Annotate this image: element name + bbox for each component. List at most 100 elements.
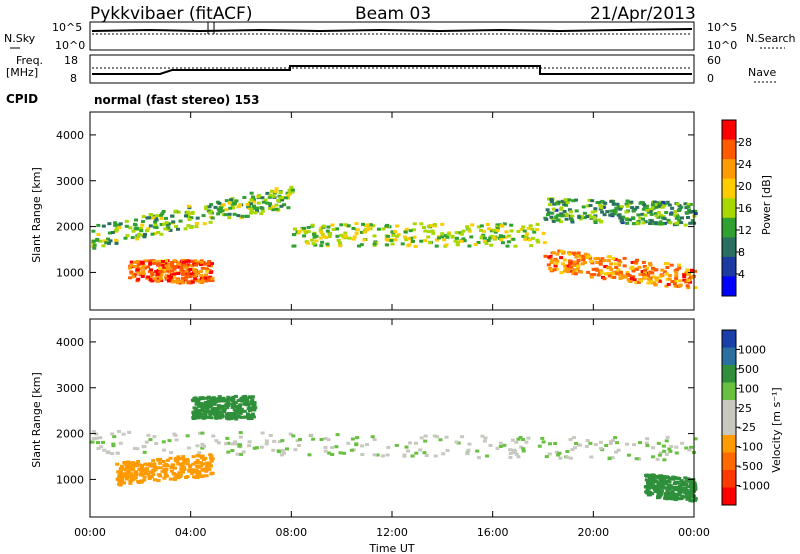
power-scatter-cell [207, 269, 212, 273]
power-scatter-cell [440, 235, 445, 239]
velocity-scatter-cell [651, 483, 655, 487]
power-scatter-cell [654, 277, 659, 281]
power-scatter-cell [326, 225, 331, 229]
power-scatter-cell [129, 270, 134, 274]
power-scatter-cell [186, 263, 191, 267]
power-scatter-cell [179, 280, 183, 284]
velocity-scatter-cell [385, 453, 390, 457]
velocity-scatter-cell [185, 462, 190, 466]
power-scatter-cell [384, 237, 389, 241]
power-scatter-cell [462, 239, 467, 243]
velocity-scatter-cell [540, 436, 545, 440]
power-scatter-cell [625, 218, 630, 222]
power-scatter-cell [630, 261, 635, 264]
power-scatter-cell [581, 254, 586, 258]
velocity-scatter-cell [435, 435, 440, 439]
power-scatter-cell [161, 270, 166, 274]
power-scatter-cell [145, 216, 150, 220]
velocity-scatter-cell [227, 415, 232, 419]
power-scatter-cell [248, 202, 253, 206]
power-scatter-cell [159, 279, 164, 283]
power-scatter-cell [622, 256, 627, 260]
velocity-scatter-cell [678, 484, 683, 488]
power-scatter-cell [598, 203, 603, 207]
velocity-scatter-cell [200, 431, 205, 435]
power-scatter-cell [667, 277, 672, 281]
velocity-scatter-cell [554, 450, 559, 454]
power-scatter-cell [459, 232, 464, 236]
power-scatter-cell [164, 259, 169, 263]
power-scatter-cell [208, 271, 213, 274]
power-scatter-cell [254, 206, 259, 210]
velocity-scatter-cell [683, 487, 688, 491]
power-scatter-cell [260, 209, 265, 213]
velocity-scatter-cell [245, 415, 250, 419]
power-scatter-cell [106, 237, 110, 241]
power-scatter-cell [412, 235, 417, 239]
power-scatter-cell [162, 222, 167, 226]
velocity-scatter-cell [229, 412, 234, 415]
velocity-scatter-cell [665, 475, 669, 479]
velocity-scatter-cell [195, 453, 200, 457]
power-scatter-cell [156, 260, 161, 264]
velocity-scatter-cell [238, 435, 243, 439]
velocity-scatter-cell [234, 442, 239, 446]
velocity-scatter-cell [360, 453, 365, 456]
velocity-scatter-cell [689, 445, 694, 449]
power-scatter-cell [606, 266, 611, 270]
velocity-scatter-cell [680, 441, 685, 445]
velocity-scatter-cell [488, 444, 493, 447]
velocity-scatter-cell [650, 485, 654, 489]
velocity-scatter-cell [230, 397, 235, 401]
velocity-scatter-cell [585, 439, 590, 442]
power-scatter-cell [476, 241, 481, 244]
power-scatter-cell [290, 188, 295, 192]
power-scatter-cell [159, 270, 164, 274]
power-scatter-cell [153, 220, 158, 224]
time-x-axis: 00:00 04:00 08:00 12:00 16:00 20:00 00:00 [74, 112, 710, 539]
power-scatter-cell [643, 268, 648, 272]
power-scatter-cell [400, 242, 405, 246]
velocity-scatter-cell [144, 440, 149, 444]
power-scatter-cell [605, 210, 610, 214]
power-scatter-cell [117, 226, 122, 230]
velocity-scatter-cell [589, 455, 594, 459]
power-scatter-cell [203, 262, 207, 266]
power-colorbar-segment [722, 256, 736, 277]
power-scatter-cell [148, 261, 153, 265]
cpid-label: CPID [6, 92, 38, 106]
velocity-scatter-cell [655, 457, 660, 461]
power-scatter-cell [653, 221, 658, 225]
power-scatter-cell [588, 256, 593, 260]
power-scatter-cell [178, 219, 183, 223]
power-scatter-cell [166, 226, 171, 230]
velocity-scatter-cell [181, 457, 185, 460]
power-scatter-cell [102, 239, 107, 243]
power-scatter-cell [684, 280, 689, 284]
velocity-scatter-cell [558, 456, 563, 460]
velocity-scatter-cell [131, 474, 135, 478]
velocity-scatter-cell [136, 481, 141, 484]
power-scatter-cell [601, 205, 606, 209]
velocity-scatter-cell [158, 457, 163, 461]
power-scatter-cell [188, 281, 193, 285]
power-scatter-cell [165, 222, 170, 226]
power-scatter-cell [142, 266, 147, 270]
power-scatter-cell [91, 229, 96, 233]
velocity-scatter-cell [295, 439, 300, 443]
power-scatter-cell [260, 196, 265, 200]
power-scatter-cell [598, 259, 603, 263]
velocity-scatter-cell [514, 440, 519, 444]
velocity-scatter-cell [570, 448, 575, 452]
velocity-scatter-cell [250, 398, 255, 402]
power-scatter-cell [614, 270, 619, 274]
power-scatter-cell [662, 217, 667, 221]
velocity-scatter-cell [670, 490, 675, 494]
power-scatter-cell [502, 222, 507, 226]
power-scatter-cell [191, 267, 195, 271]
power-scatter-cell [260, 207, 265, 211]
velocity-scatter-cell [234, 417, 239, 421]
power-scatter-cell [528, 224, 533, 228]
power-scatter-cell [544, 217, 549, 221]
velocity-scatter-cell [216, 441, 221, 445]
